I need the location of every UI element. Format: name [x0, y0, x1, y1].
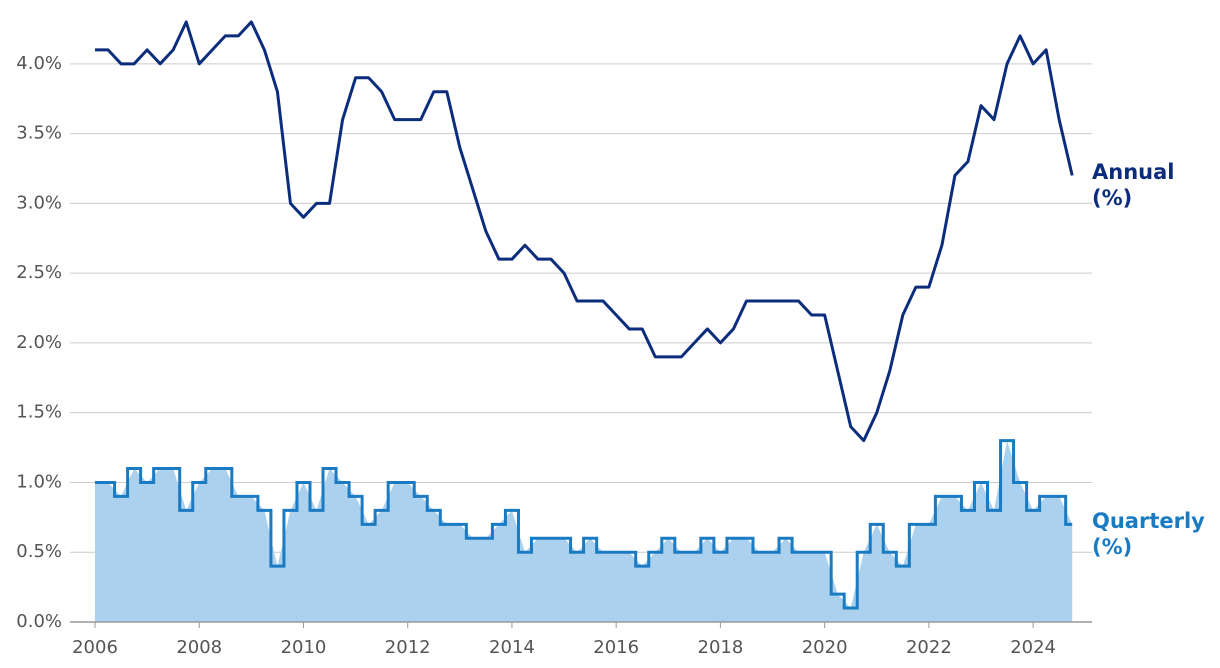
- annual-line: [95, 20, 1074, 443]
- x-tick-label: 2014: [489, 637, 535, 658]
- y-tick-label: 3.0%: [16, 192, 62, 213]
- x-tick-label: 2016: [593, 637, 639, 658]
- y-tick-label: 3.5%: [16, 123, 62, 144]
- x-tick-label: 2006: [72, 637, 118, 658]
- y-tick-label: 0.5%: [16, 541, 62, 562]
- y-tick-label: 0.0%: [16, 611, 62, 632]
- series-label: Annual (%): [1092, 160, 1175, 211]
- quarterly-step-line: [95, 439, 1073, 610]
- series-label: Quarterly (%): [1092, 509, 1205, 560]
- x-tick-label: 2012: [385, 637, 431, 658]
- x-tick-label: 2022: [906, 637, 952, 658]
- x-tick-label: 2024: [1010, 637, 1056, 658]
- y-tick-label: 1.0%: [16, 471, 62, 492]
- x-tick-label: 2020: [802, 637, 848, 658]
- x-tick-label: 2018: [698, 637, 744, 658]
- y-tick-label: 2.5%: [16, 262, 62, 283]
- y-tick-label: 2.0%: [16, 332, 62, 353]
- y-tick-label: 1.5%: [16, 402, 62, 423]
- y-tick-label: 4.0%: [16, 53, 62, 74]
- quarterly-area: [95, 440, 1073, 622]
- x-tick-label: 2008: [176, 637, 222, 658]
- x-tick-label: 2010: [281, 637, 327, 658]
